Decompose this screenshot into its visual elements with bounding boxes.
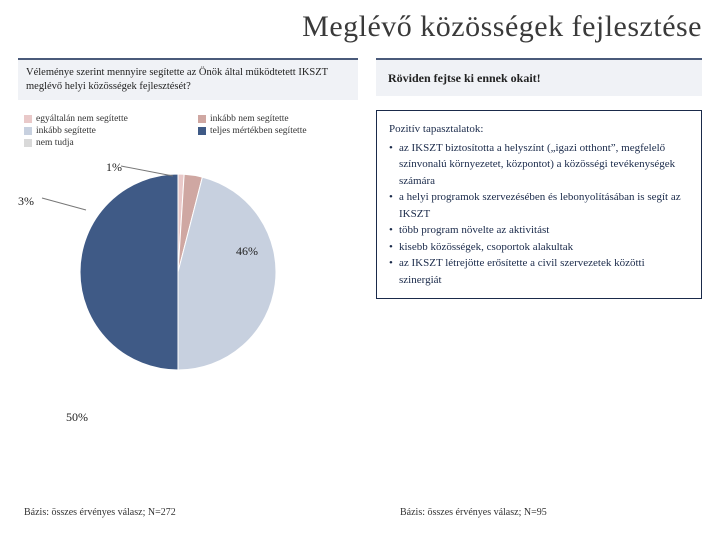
findings-heading: Pozitív tapasztalatok: — [389, 121, 689, 138]
legend-label: inkább segítette — [36, 126, 96, 136]
prompt-box: Röviden fejtse ki ennek okait! — [376, 58, 702, 96]
legend-item: inkább segítette — [24, 126, 184, 136]
pie-svg — [78, 172, 278, 372]
legend-swatch — [24, 127, 32, 135]
left-column: Véleménye szerint mennyire segítette az … — [18, 58, 358, 432]
legend-swatch — [24, 139, 32, 147]
findings-item: kisebb közösségek, csoportok alakultak — [389, 239, 689, 256]
findings-item: az IKSZT létrejötte erősítette a civil s… — [389, 255, 689, 288]
pie-chart: 1% 3% 46% 50% — [18, 152, 338, 432]
page-title: Meglévő közösségek fejlesztése — [18, 10, 702, 44]
pie-label: 3% — [18, 194, 34, 209]
findings-list: az IKSZT biztosította a helyszínt („igaz… — [389, 140, 689, 289]
findings-item: több program növelte az aktivitást — [389, 222, 689, 239]
pie-slice — [80, 174, 178, 370]
question-box: Véleménye szerint mennyire segítette az … — [18, 58, 358, 100]
legend-label: inkább nem segítette — [210, 114, 289, 124]
legend-item: inkább nem segítette — [198, 114, 358, 124]
legend-label: nem tudja — [36, 138, 74, 148]
basis-left: Bázis: összes érvényes válasz; N=272 — [24, 507, 176, 518]
right-column: Röviden fejtse ki ennek okait! Pozitív t… — [376, 58, 702, 432]
basis-right: Bázis: összes érvényes válasz; N=95 — [400, 507, 547, 518]
legend-item: nem tudja — [24, 138, 184, 148]
pie-label: 50% — [66, 410, 88, 425]
legend-swatch — [198, 127, 206, 135]
legend-label: egyáltalán nem segítette — [36, 114, 128, 124]
findings-item: a helyi programok szervezésében és lebon… — [389, 189, 689, 222]
legend-swatch — [24, 115, 32, 123]
legend-item: teljes mértékben segítette — [198, 126, 358, 136]
findings-item: az IKSZT biztosította a helyszínt („igaz… — [389, 140, 689, 190]
pie-label: 46% — [236, 244, 258, 259]
legend-swatch — [198, 115, 206, 123]
legend-item: egyáltalán nem segítette — [24, 114, 184, 124]
chart-legend: egyáltalán nem segítette inkább nem segít… — [24, 114, 358, 148]
pie-label: 1% — [106, 160, 122, 175]
findings-box: Pozitív tapasztalatok: az IKSZT biztosít… — [376, 110, 702, 299]
legend-label: teljes mértékben segítette — [210, 126, 307, 136]
